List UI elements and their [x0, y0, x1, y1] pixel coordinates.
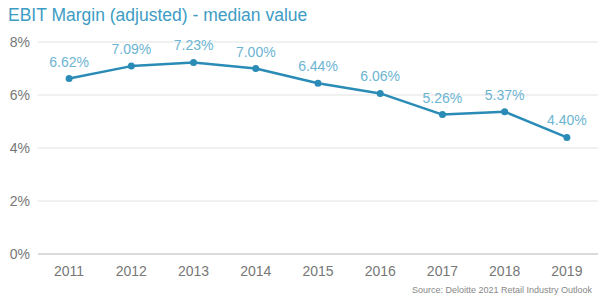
- data-label: 4.40%: [547, 112, 587, 128]
- grid-line: [38, 201, 598, 202]
- x-tick-label: 2012: [116, 263, 147, 279]
- data-point: [190, 59, 197, 66]
- y-tick-label: 6%: [10, 87, 30, 103]
- grid-line: [38, 254, 598, 255]
- data-point: [377, 90, 384, 97]
- chart-svg: EBIT Margin (adjusted) - median value 0% 2…: [0, 0, 600, 299]
- x-tick-label: 2016: [365, 263, 396, 279]
- series-group: [66, 59, 571, 141]
- x-tick-label: 2015: [302, 263, 333, 279]
- source-note: Source: Deloitte 2021 Retail Industry Ou…: [412, 285, 593, 295]
- y-tick-label: 0%: [10, 246, 30, 262]
- data-label: 5.37%: [485, 87, 525, 103]
- data-label: 7.09%: [111, 41, 151, 57]
- data-point: [563, 134, 570, 141]
- data-label: 7.00%: [236, 44, 276, 60]
- data-point: [66, 75, 73, 82]
- grid-line: [38, 148, 598, 149]
- data-label: 6.06%: [360, 68, 400, 84]
- x-tick-label: 2017: [427, 263, 458, 279]
- x-tick-label: 2019: [551, 263, 582, 279]
- data-label: 6.44%: [298, 58, 338, 74]
- x-tick-label: 2013: [178, 263, 209, 279]
- chart-title: EBIT Margin (adjusted) - median value: [8, 5, 307, 25]
- y-tick-label: 2%: [10, 193, 30, 209]
- data-point: [128, 63, 135, 70]
- data-label: 7.23%: [174, 37, 214, 53]
- x-tick-label: 2011: [54, 263, 84, 279]
- chart-container: EBIT Margin (adjusted) - median value 0% 2…: [0, 0, 600, 299]
- data-point: [501, 108, 508, 115]
- y-tick-label: 8%: [10, 34, 30, 50]
- data-label: 6.62%: [49, 54, 89, 70]
- x-tick-label: 2014: [240, 263, 271, 279]
- data-point: [439, 111, 446, 118]
- x-tick-label: 2018: [489, 263, 520, 279]
- y-tick-label: 4%: [10, 140, 30, 156]
- data-point: [252, 65, 259, 72]
- data-label: 5.26%: [423, 90, 463, 106]
- data-point: [315, 80, 322, 87]
